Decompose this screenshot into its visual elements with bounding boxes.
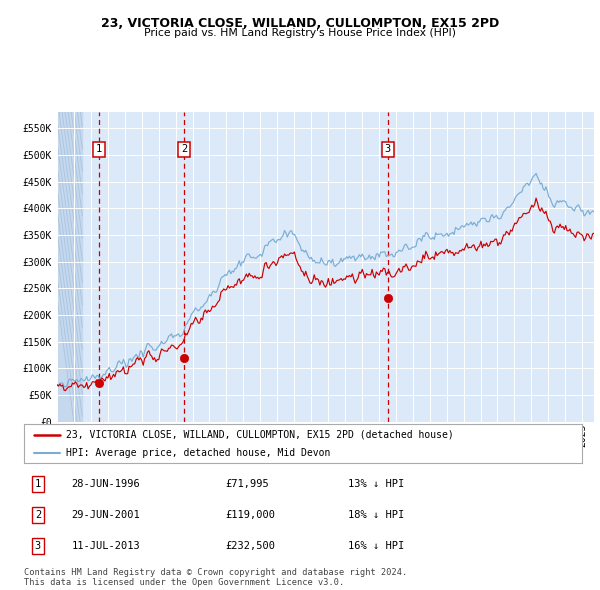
Text: 16% ↓ HPI: 16% ↓ HPI [347, 541, 404, 551]
Text: Price paid vs. HM Land Registry's House Price Index (HPI): Price paid vs. HM Land Registry's House … [144, 28, 456, 38]
Text: HPI: Average price, detached house, Mid Devon: HPI: Average price, detached house, Mid … [66, 448, 330, 458]
Text: 2: 2 [181, 145, 187, 155]
Text: 11-JUL-2013: 11-JUL-2013 [71, 541, 140, 551]
Text: 28-JUN-1996: 28-JUN-1996 [71, 478, 140, 489]
Text: £71,995: £71,995 [225, 478, 269, 489]
Text: 18% ↓ HPI: 18% ↓ HPI [347, 510, 404, 520]
Text: 23, VICTORIA CLOSE, WILLAND, CULLOMPTON, EX15 2PD (detached house): 23, VICTORIA CLOSE, WILLAND, CULLOMPTON,… [66, 430, 454, 440]
Text: 29-JUN-2001: 29-JUN-2001 [71, 510, 140, 520]
Text: 2: 2 [35, 510, 41, 520]
Text: 3: 3 [385, 145, 391, 155]
Bar [57, 112, 82, 422]
Text: 13% ↓ HPI: 13% ↓ HPI [347, 478, 404, 489]
Text: £232,500: £232,500 [225, 541, 275, 551]
Text: 1: 1 [96, 145, 103, 155]
Text: 23, VICTORIA CLOSE, WILLAND, CULLOMPTON, EX15 2PD: 23, VICTORIA CLOSE, WILLAND, CULLOMPTON,… [101, 17, 499, 30]
Text: £119,000: £119,000 [225, 510, 275, 520]
Text: 3: 3 [35, 541, 41, 551]
Text: Contains HM Land Registry data © Crown copyright and database right 2024.
This d: Contains HM Land Registry data © Crown c… [24, 568, 407, 587]
Text: 1: 1 [35, 478, 41, 489]
